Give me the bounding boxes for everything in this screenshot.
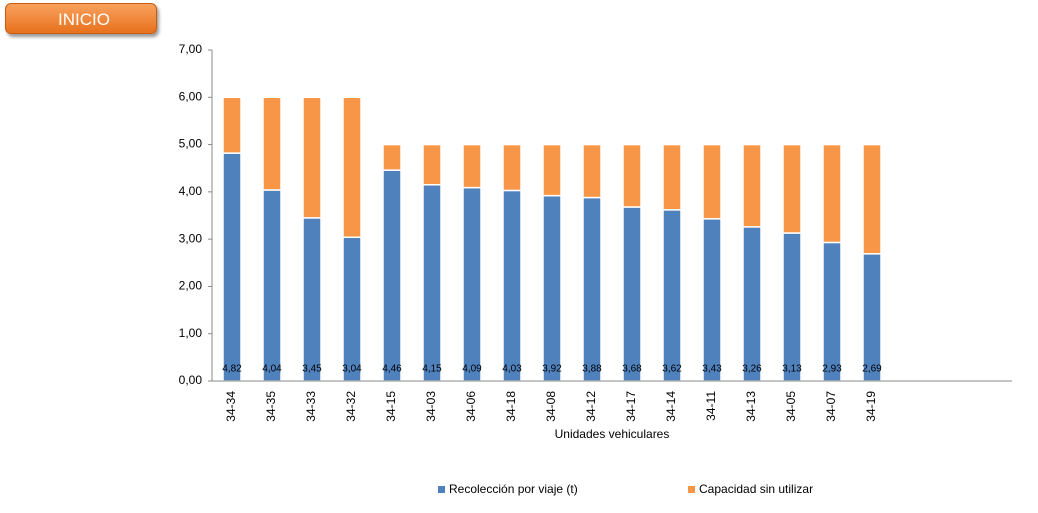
- bar-segment: [622, 206, 642, 382]
- bar-segment: [662, 143, 682, 211]
- value-label: 4,82: [222, 364, 242, 375]
- value-label: 3,62: [662, 364, 682, 375]
- x-tick-label: 34-14: [664, 391, 678, 422]
- x-tick-label: 34-11: [704, 391, 718, 421]
- x-tick-label: 34-07: [824, 391, 838, 422]
- y-tick-label: 7,00: [179, 42, 203, 56]
- legend-label: Capacidad sin utilizar: [699, 482, 813, 496]
- x-tick-label: 34-19: [864, 391, 878, 422]
- value-label: 4,46: [382, 364, 402, 375]
- x-tick-label: 34-17: [624, 391, 638, 422]
- x-tick-label: 34-03: [424, 391, 438, 422]
- value-label: 3,26: [742, 364, 762, 375]
- bar-segment: [542, 143, 562, 197]
- value-label: 3,13: [782, 364, 802, 375]
- bar-segment: [662, 209, 682, 382]
- bar-segment: [262, 96, 282, 191]
- bar-segment: [822, 143, 842, 244]
- bar-segment: [382, 169, 402, 382]
- x-tick-label: 34-12: [584, 391, 598, 422]
- bar-segment: [342, 236, 362, 382]
- y-tick-label: 2,00: [179, 279, 203, 293]
- value-label: 3,68: [622, 364, 642, 375]
- x-tick-label: 34-15: [384, 391, 398, 422]
- value-label: 4,15: [422, 364, 442, 375]
- bar-segment: [582, 196, 602, 382]
- bar-segment: [742, 143, 762, 228]
- bar-segment: [502, 189, 522, 382]
- y-tick-label: 0,00: [179, 373, 203, 387]
- bar-segment: [582, 143, 602, 199]
- bar-segment: [822, 241, 842, 382]
- bar-segment: [862, 143, 882, 255]
- bar-segment: [302, 217, 322, 382]
- x-tick-label: 34-32: [344, 391, 358, 422]
- value-label: 4,09: [462, 364, 482, 375]
- y-tick-label: 5,00: [179, 137, 203, 151]
- bar-segment: [262, 189, 282, 382]
- y-tick-label: 1,00: [179, 326, 203, 340]
- bar-segment: [782, 143, 802, 234]
- bar-segment: [622, 143, 642, 208]
- legend-swatch: [688, 486, 695, 493]
- x-tick-label: 34-35: [264, 391, 278, 422]
- value-label: 3,45: [302, 364, 322, 375]
- y-tick-label: 6,00: [179, 89, 203, 103]
- value-label: 3,92: [542, 364, 562, 375]
- bar-segment: [342, 96, 362, 239]
- value-label: 4,03: [502, 364, 522, 375]
- x-tick-label: 34-05: [784, 391, 798, 422]
- x-tick-label: 34-13: [744, 391, 758, 422]
- inicio-button[interactable]: INICIO: [5, 3, 157, 34]
- bar-segment: [742, 226, 762, 382]
- bar-segment: [542, 194, 562, 382]
- value-label: 3,04: [342, 364, 362, 375]
- bar-segment: [702, 143, 722, 220]
- bar-segment: [782, 232, 802, 382]
- bar-segment: [422, 184, 442, 382]
- bar-segment: [222, 96, 242, 154]
- value-label: 3,43: [702, 364, 722, 375]
- x-tick-label: 34-18: [504, 391, 518, 422]
- value-label: 4,04: [262, 364, 282, 375]
- bar-segment: [702, 218, 722, 382]
- y-tick-label: 4,00: [179, 184, 203, 198]
- x-tick-label: 34-33: [304, 391, 318, 422]
- bar-segment: [422, 143, 442, 186]
- value-label: 3,88: [582, 364, 602, 375]
- bar-segment: [862, 253, 882, 382]
- x-axis-title: Unidades vehiculares: [555, 427, 670, 441]
- value-label: 2,69: [862, 364, 882, 375]
- bar-segment: [462, 143, 482, 189]
- legend-label: Recolección por viaje (t): [449, 482, 578, 496]
- legend-swatch: [438, 486, 445, 493]
- y-tick-label: 3,00: [179, 231, 203, 245]
- bar-segment: [222, 152, 242, 382]
- value-label: 2,93: [822, 364, 842, 375]
- bar-segment: [302, 96, 322, 219]
- bar-segment: [382, 143, 402, 171]
- bar-segment: [502, 143, 522, 192]
- x-tick-label: 34-34: [224, 391, 238, 422]
- x-tick-label: 34-06: [464, 391, 478, 422]
- bar-segment: [462, 186, 482, 382]
- x-tick-label: 34-08: [544, 391, 558, 422]
